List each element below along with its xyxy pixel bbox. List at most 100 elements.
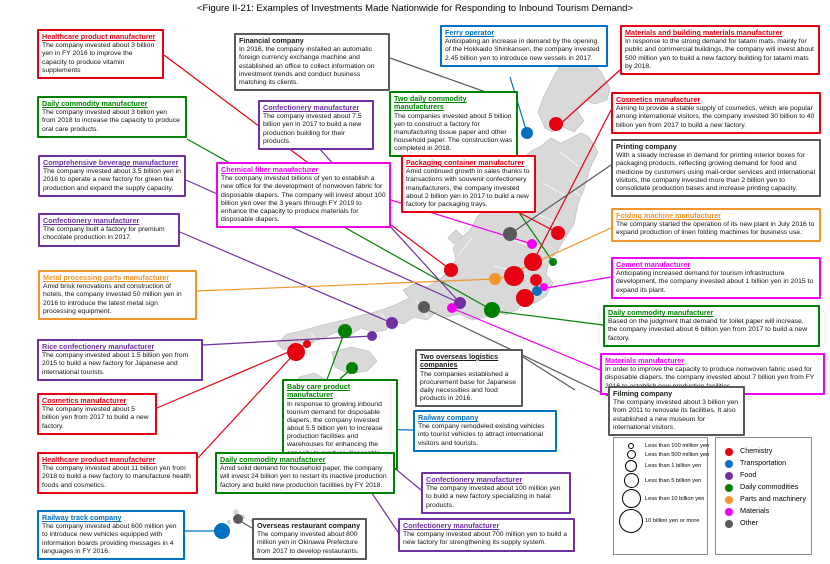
investment-bubble	[484, 302, 500, 318]
investment-bubble	[524, 253, 542, 271]
callout-box: Confectionery manufacturer The company in…	[398, 518, 575, 552]
investment-bubble	[551, 226, 565, 240]
callout-title: Daily commodity manufacturer	[42, 99, 148, 108]
callout-box: Printing company With a steady increase i…	[611, 139, 821, 198]
callout-title: Cosmetics manufacturer	[42, 396, 127, 405]
okinawa-island	[227, 520, 231, 524]
connector-line	[509, 164, 612, 235]
callout-body: The companies established a procurement …	[420, 370, 516, 403]
callout-title: Confectionery manufacturer	[426, 475, 523, 484]
size-circle-icon	[617, 443, 645, 449]
connector-line	[196, 278, 496, 292]
callout-box: Chemical fiber manufacturer The company i…	[216, 162, 391, 229]
callout-title: Chemical fiber manufacturer	[221, 165, 319, 174]
category-legend-item: Chemistry	[723, 447, 808, 456]
size-legend-item: Less than 10 billion yen	[617, 489, 704, 508]
size-circle-icon	[626, 450, 636, 459]
callout-title: Folding machine manufacturer	[616, 211, 722, 220]
callout-title: Filming company	[613, 389, 673, 398]
callout-box: Healthcare product manufacturer The compa…	[37, 29, 164, 79]
callout-box: Cosmetics manufacturer Aiming to provide …	[611, 92, 821, 134]
investment-bubble	[454, 297, 466, 309]
callout-title: Daily commodity manufacturer	[220, 455, 326, 464]
connector-line	[557, 69, 621, 127]
callout-title: Financial company	[239, 36, 304, 45]
investment-bubble	[521, 127, 533, 139]
category-legend-label: Daily commodities	[740, 482, 799, 491]
callout-box: Cement manufacturer Anticipating increase…	[611, 257, 821, 299]
size-legend-item: Less than 1 billion yen	[617, 460, 704, 472]
investment-bubble	[233, 514, 243, 524]
category-legend-item: Transportation	[723, 459, 808, 468]
callout-title: Comprehensive beverage manufacturer	[43, 158, 179, 167]
size-legend-label: 10 billion yen or more	[645, 518, 700, 524]
callout-title: Overseas restaurant company	[257, 521, 361, 530]
callout-box: Materials and building materials manufac…	[620, 25, 820, 75]
callout-title: Daily commodity manufacturer	[608, 308, 714, 317]
category-dot-icon	[725, 484, 733, 492]
investment-bubble	[418, 301, 430, 313]
size-circle-icon	[617, 450, 645, 459]
investment-bubble	[527, 239, 537, 249]
callout-body: The company invested about 1.5 billion y…	[42, 352, 189, 376]
callout-box: Daily commodity manufacturer Amid solid d…	[215, 452, 395, 494]
callout-title: Packaging container manufacturer	[406, 158, 525, 167]
callout-title: Materials manufacturer	[605, 356, 685, 365]
callout-body: The companies invested about 5 billion y…	[394, 112, 513, 153]
callout-body: In response to the strong demand for tat…	[625, 38, 814, 70]
category-legend-item: Parts and machinery	[723, 495, 808, 504]
callout-box: Confectionery manufacturer The company in…	[421, 472, 571, 514]
callout-body: Amid continued growth in sales thanks to…	[406, 168, 530, 208]
hokkaido-island	[537, 53, 611, 133]
callout-box: Healthcare product manufacturer The compa…	[37, 452, 198, 494]
callout-title: Ferry operator	[445, 28, 495, 37]
callout-title: Confectionery manufacturer	[43, 216, 140, 225]
callout-body: Anticipating an increase in demand by th…	[445, 38, 600, 62]
category-legend-item: Other	[723, 519, 808, 528]
callout-title: Confectionery manufacturer	[263, 103, 360, 112]
callout-body: The company invested about 3.5 billion y…	[43, 168, 181, 192]
connector-line	[509, 76, 528, 134]
size-circle-icon	[619, 509, 643, 533]
callout-body: The company invested about 600 million y…	[42, 523, 177, 555]
investment-bubble	[447, 303, 457, 313]
callout-body: The company invested about 5 billion yen…	[42, 406, 149, 430]
investment-bubble	[303, 340, 311, 348]
callout-body: The company invested about 11 billion ye…	[42, 465, 191, 489]
callout-title: Metal processing parts manufacturer	[43, 273, 170, 282]
connector-line	[453, 308, 601, 371]
size-legend-label: Less than 10 billion yen	[645, 495, 705, 502]
callout-title: Printing company	[616, 142, 677, 151]
callout-title: Confectionery manufacturer	[403, 521, 500, 530]
callout-box: Comprehensive beverage manufacturer The c…	[38, 155, 186, 197]
callout-title: Cement manufacturer	[616, 260, 691, 269]
investment-bubble	[489, 273, 501, 285]
callout-title: Two daily commodity manufacturers	[394, 94, 467, 112]
okinawa-island	[233, 509, 239, 515]
callout-title: Railway company	[418, 413, 479, 422]
size-circle-icon	[617, 460, 645, 472]
callout-body: Based on the judgment that demand for to…	[608, 318, 808, 342]
callout-body: The company invested about 3 billion yen…	[42, 109, 180, 133]
investment-bubble	[214, 523, 230, 539]
connector-line	[545, 276, 612, 289]
callout-box: Daily commodity manufacturer Based on the…	[603, 305, 820, 347]
category-dot-icon	[725, 448, 733, 456]
callout-box: Confectionery manufacturer The company in…	[258, 100, 374, 150]
sado-island	[447, 229, 463, 245]
investment-bubble	[504, 266, 524, 286]
category-legend-label: Materials	[740, 506, 770, 515]
category-legend-label: Chemistry	[740, 446, 773, 455]
callout-body: The company remodeled existing vehicles …	[418, 423, 545, 447]
callout-box: Railway company The company remodeled exi…	[413, 410, 557, 452]
callout-box: Metal processing parts manufacturer Amid …	[38, 270, 197, 320]
callout-box: Confectionery manufacturer The company bu…	[38, 213, 180, 247]
size-circle-icon	[628, 443, 634, 449]
connector-line	[493, 310, 604, 326]
category-dot-icon	[725, 508, 733, 516]
callout-title: Baby care product manufacturer	[287, 382, 351, 400]
investment-bubble	[444, 263, 458, 277]
investment-bubble	[287, 343, 305, 361]
callout-box: Railway track company The company investe…	[37, 510, 185, 560]
shikoku-island	[331, 346, 378, 375]
